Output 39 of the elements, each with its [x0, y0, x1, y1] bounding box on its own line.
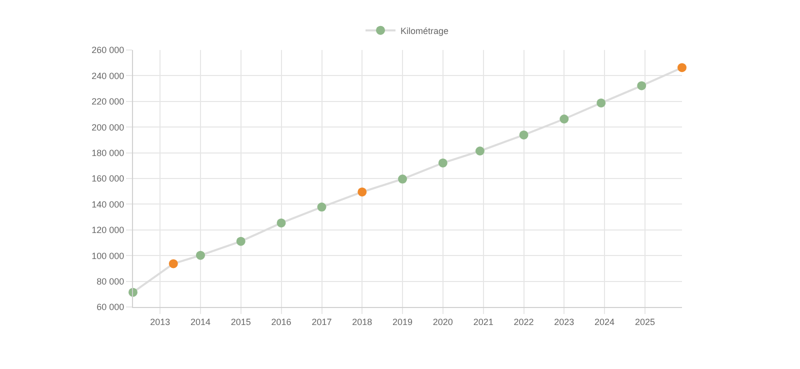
- point: [236, 236, 246, 246]
- x-tick-label: 2018: [352, 316, 372, 327]
- y-tick-label: 80 000: [96, 276, 124, 286]
- x-tick-label: 2023: [554, 316, 574, 327]
- point: [596, 98, 606, 108]
- point: [475, 146, 484, 156]
- point: [358, 187, 367, 196]
- point: [519, 130, 528, 140]
- point: [276, 218, 286, 228]
- point: [678, 63, 686, 72]
- y-tick-label: 240 000: [92, 70, 124, 81]
- x-tick-label: 2022: [514, 316, 534, 327]
- point: [196, 250, 205, 260]
- x-tick-label: 2017: [312, 316, 332, 327]
- x-tick-label: 2016: [271, 316, 292, 327]
- x-tick-label: 2024: [594, 316, 615, 327]
- y-tick-label: 100 000: [92, 250, 124, 261]
- y-tick-label: 200 000: [92, 122, 124, 132]
- point: [438, 158, 448, 168]
- legend-label: Kilométrage: [400, 26, 449, 36]
- point: [317, 202, 326, 212]
- x-tick-label: 2015: [230, 316, 251, 327]
- x-tick-label: 2019: [392, 316, 413, 327]
- x-tick-label: 2014: [190, 316, 211, 327]
- x-tick-label: 2025: [635, 316, 656, 327]
- y-tick-label: 140 000: [92, 199, 124, 210]
- x-tick-label: 2013: [150, 316, 170, 327]
- x-tick-label: 2021: [473, 316, 494, 327]
- point: [637, 81, 646, 90]
- point: [168, 259, 178, 268]
- point: [560, 114, 569, 124]
- y-tick-label: 120 000: [92, 225, 124, 236]
- y-tick-label: 180 000: [92, 148, 124, 158]
- y-tick-label: 60 000: [96, 302, 124, 312]
- y-tick-label: 160 000: [92, 174, 124, 184]
- point: [398, 174, 408, 184]
- x-tick-label: 2020: [432, 316, 453, 327]
- y-tick-label: 260 000: [92, 45, 124, 56]
- y-tick-label: 220 000: [92, 96, 124, 107]
